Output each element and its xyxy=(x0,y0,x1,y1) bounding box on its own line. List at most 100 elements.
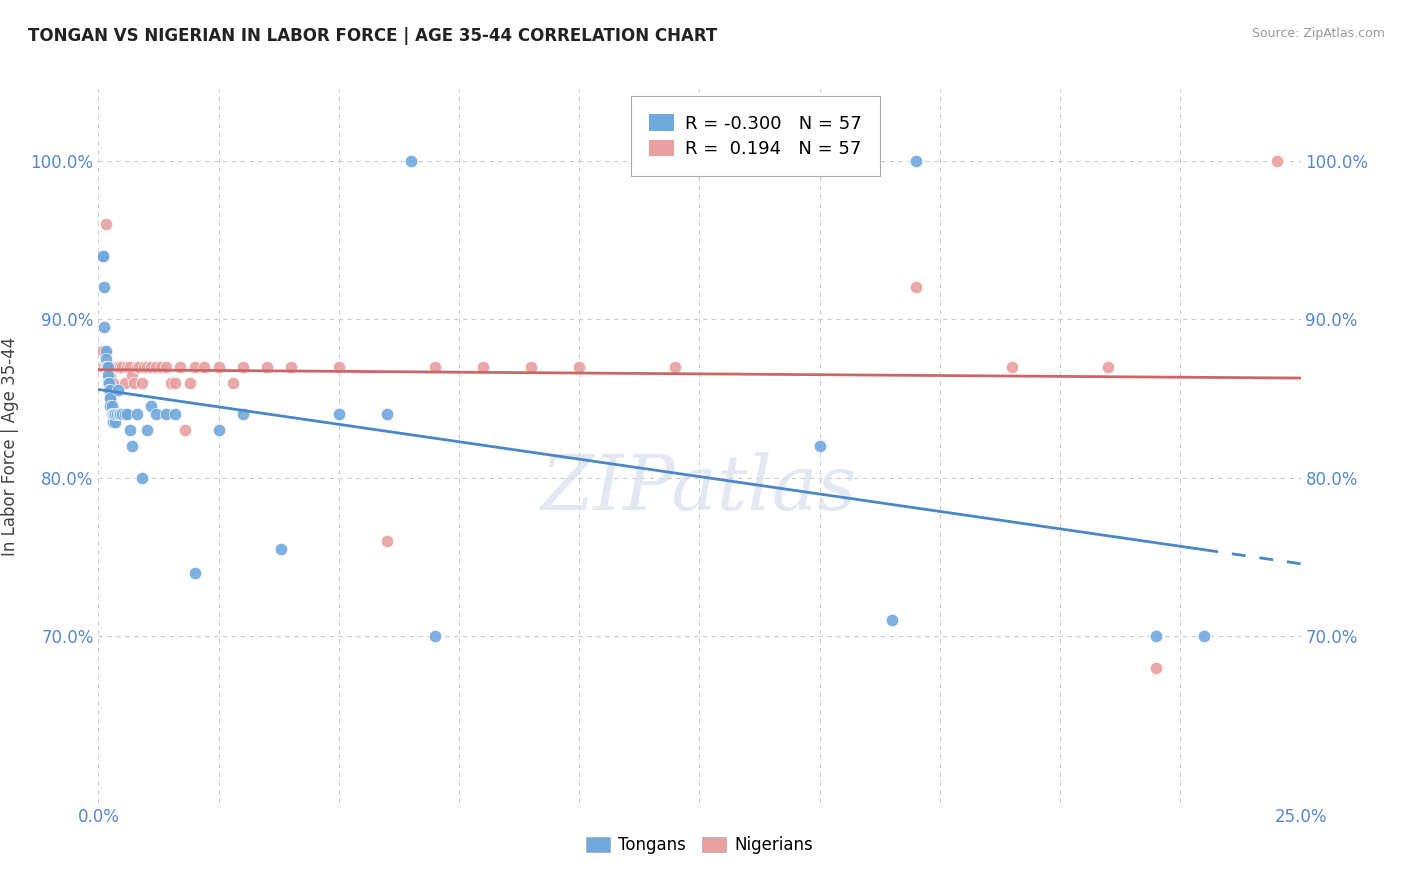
Point xyxy=(270,542,292,557)
Point xyxy=(104,359,127,374)
Point xyxy=(104,407,127,421)
Point xyxy=(568,359,591,374)
Point xyxy=(1001,359,1024,374)
Point xyxy=(423,359,446,374)
Point xyxy=(125,359,148,374)
Point xyxy=(280,359,302,374)
Point xyxy=(91,249,114,263)
Point xyxy=(128,359,150,374)
Text: Source: ZipAtlas.com: Source: ZipAtlas.com xyxy=(1251,27,1385,40)
Point xyxy=(183,359,205,374)
Point xyxy=(904,153,927,168)
Point xyxy=(103,359,125,374)
Point xyxy=(105,359,128,374)
Point xyxy=(111,407,134,421)
Point xyxy=(121,368,143,382)
Point xyxy=(375,407,398,421)
Point xyxy=(98,359,121,374)
Point xyxy=(97,359,120,374)
Point xyxy=(96,359,118,374)
Point xyxy=(141,359,163,374)
Point xyxy=(131,471,153,485)
Point xyxy=(91,249,114,263)
Text: TONGAN VS NIGERIAN IN LABOR FORCE | AGE 35-44 CORRELATION CHART: TONGAN VS NIGERIAN IN LABOR FORCE | AGE … xyxy=(28,27,717,45)
Point xyxy=(124,376,146,390)
Point xyxy=(93,320,115,334)
Point xyxy=(159,376,181,390)
Point xyxy=(399,153,422,168)
Point xyxy=(179,376,201,390)
Point xyxy=(132,359,155,374)
Point xyxy=(101,376,124,390)
Point xyxy=(125,407,148,421)
Point xyxy=(208,423,231,437)
Point xyxy=(101,407,124,421)
Point xyxy=(91,343,114,358)
Point xyxy=(472,359,495,374)
Point xyxy=(328,359,350,374)
Point xyxy=(97,359,120,374)
Point xyxy=(107,407,129,421)
Point xyxy=(97,359,120,374)
Point xyxy=(96,359,118,374)
Point xyxy=(104,415,127,429)
Point xyxy=(94,217,117,231)
Point xyxy=(100,392,122,406)
Point xyxy=(107,384,129,398)
Point xyxy=(118,423,141,437)
Point xyxy=(664,359,686,374)
Point xyxy=(101,407,124,421)
Point xyxy=(155,359,177,374)
Point xyxy=(96,359,118,374)
Point xyxy=(520,359,543,374)
Point xyxy=(232,359,254,374)
Point xyxy=(131,376,153,390)
Point xyxy=(174,423,197,437)
Point xyxy=(100,384,122,398)
Point xyxy=(165,376,187,390)
Point xyxy=(169,359,191,374)
Point xyxy=(1144,629,1167,643)
Point xyxy=(93,359,115,374)
Point xyxy=(110,407,132,421)
Point xyxy=(114,376,136,390)
Point xyxy=(256,359,278,374)
Point xyxy=(375,534,398,549)
Point xyxy=(91,249,114,263)
Point xyxy=(880,614,903,628)
Point xyxy=(165,407,187,421)
Y-axis label: In Labor Force | Age 35-44: In Labor Force | Age 35-44 xyxy=(1,336,20,556)
Point xyxy=(1097,359,1119,374)
Point xyxy=(93,280,115,294)
Point xyxy=(1265,153,1288,168)
Point xyxy=(208,359,231,374)
Point xyxy=(904,280,927,294)
Point xyxy=(1194,629,1216,643)
Point xyxy=(232,407,254,421)
Point xyxy=(135,423,157,437)
Point xyxy=(808,439,831,453)
Point xyxy=(105,407,128,421)
Legend: Tongans, Nigerians: Tongans, Nigerians xyxy=(578,828,821,863)
Point xyxy=(103,407,125,421)
Point xyxy=(108,407,131,421)
Point xyxy=(155,407,177,421)
Point xyxy=(145,359,167,374)
Point xyxy=(328,407,350,421)
Point xyxy=(107,359,129,374)
Point xyxy=(1144,661,1167,675)
Point xyxy=(222,376,245,390)
Point xyxy=(145,407,167,421)
Point xyxy=(100,368,122,382)
Point xyxy=(101,359,124,374)
Point xyxy=(100,392,122,406)
Point xyxy=(94,343,117,358)
Point xyxy=(117,359,139,374)
Point xyxy=(101,407,124,421)
Point xyxy=(97,368,120,382)
Text: ZIPatlas: ZIPatlas xyxy=(541,452,858,525)
Point xyxy=(117,407,139,421)
Point xyxy=(98,384,121,398)
Point xyxy=(114,407,136,421)
Point xyxy=(94,351,117,366)
